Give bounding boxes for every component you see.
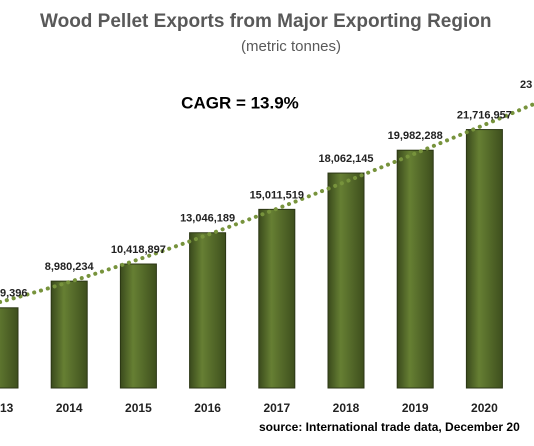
x-tick-label: 2015 (125, 401, 152, 415)
value-label: 23 (520, 79, 532, 91)
value-label: 13,046,189 (180, 213, 235, 225)
chart-subtitle: (metric tonnes) (241, 38, 341, 55)
x-tick-label: 2020 (471, 401, 498, 415)
bar (0, 307, 19, 389)
annotation: CAGR = 13.9% (181, 93, 299, 112)
value-label: 9,396 (0, 288, 28, 300)
bar (396, 149, 434, 389)
bar (465, 129, 503, 389)
labels: 9,396 2013 8,980,234 2014 10,418,897 2015 13,0… (0, 79, 532, 415)
source-note: source: International trade data, Decemb… (259, 420, 520, 434)
bar (189, 232, 227, 389)
value-label: 8,980,234 (45, 261, 95, 273)
bars (0, 129, 503, 389)
value-label: 21,716,957 (457, 109, 512, 121)
value-label: 19,982,288 (388, 130, 443, 142)
bar (119, 263, 157, 389)
x-tick-label: 2016 (194, 401, 221, 415)
value-label: 18,062,145 (318, 153, 373, 165)
x-tick-label: 2019 (402, 401, 429, 415)
bar (258, 208, 296, 389)
x-tick-label: 2014 (56, 401, 83, 415)
x-tick-label: 2017 (263, 401, 290, 415)
bar (327, 172, 365, 389)
bar (50, 280, 88, 389)
x-tick-label: 2018 (333, 401, 360, 415)
chart-title: Wood Pellet Exports from Major Exporting… (40, 11, 491, 32)
x-tick-label: 2013 (0, 401, 14, 415)
value-label: 10,418,897 (111, 244, 166, 256)
value-label: 15,011,519 (250, 189, 304, 201)
